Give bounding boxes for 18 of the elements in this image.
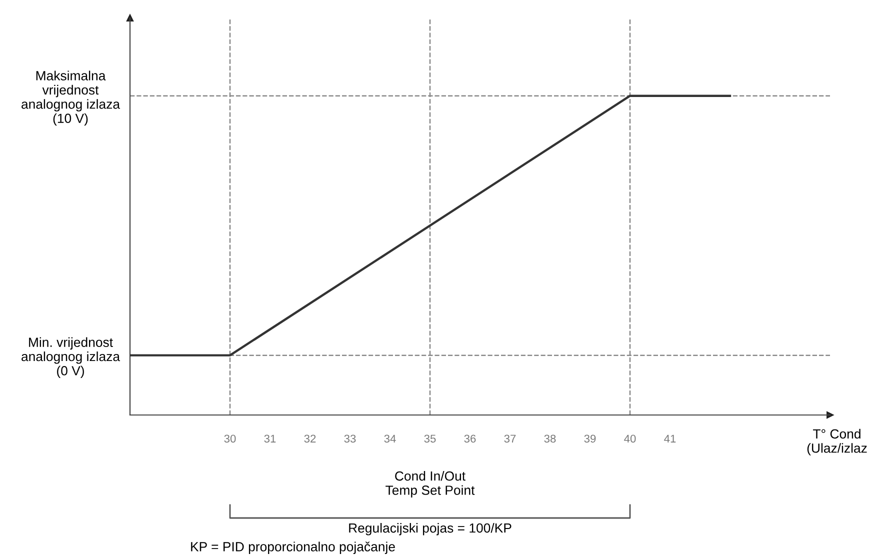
- text: Regulacijski pojas = 100/KP: [349, 523, 512, 536]
- x-axis-title: T° Cond (Ulaz/izlaz: [807, 428, 867, 456]
- x-tick-label: 34: [384, 434, 396, 443]
- x-tick-label: 36: [464, 434, 476, 443]
- x-tick-label: 31: [264, 434, 276, 443]
- x-tick-label: 32: [304, 434, 316, 443]
- x-tick-label: 41: [664, 434, 676, 442]
- y-tick-label: Min. vrijednost analognog izlaza (0 V): [22, 337, 120, 378]
- x-tick-label: 38: [544, 434, 556, 443]
- y-tick-label: Maksimalna vrijednost analognog izlaza (10 V): [22, 70, 120, 126]
- x-tick-label: 37: [504, 434, 516, 443]
- text: Cond In/Out Temp Set Point: [386, 471, 475, 498]
- x-tick-label: 30: [224, 434, 236, 443]
- text: KP = PID proporcionalno pojačanje: [191, 542, 395, 554]
- x-tick-label: 35: [424, 434, 436, 443]
- x-tick-label: 40: [624, 434, 636, 443]
- x-tick-label: 39: [584, 434, 596, 443]
- x-tick-label: 33: [344, 434, 356, 443]
